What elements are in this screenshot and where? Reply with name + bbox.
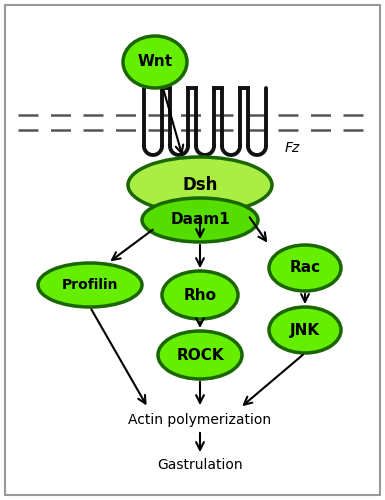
- Ellipse shape: [123, 36, 187, 88]
- Text: Dsh: Dsh: [182, 176, 218, 194]
- Text: Fz: Fz: [285, 141, 300, 155]
- Text: Wnt: Wnt: [137, 54, 172, 70]
- Text: Daam1: Daam1: [170, 212, 230, 228]
- Text: Profilin: Profilin: [62, 278, 118, 292]
- Ellipse shape: [38, 263, 142, 307]
- Ellipse shape: [162, 271, 238, 319]
- Text: JNK: JNK: [290, 322, 320, 338]
- Text: Actin polymerization: Actin polymerization: [129, 413, 271, 427]
- Text: Rac: Rac: [290, 260, 321, 276]
- Text: Gastrulation: Gastrulation: [157, 458, 243, 472]
- Text: ROCK: ROCK: [176, 348, 224, 362]
- Ellipse shape: [128, 157, 272, 213]
- Ellipse shape: [269, 245, 341, 291]
- Ellipse shape: [269, 307, 341, 353]
- Ellipse shape: [158, 331, 242, 379]
- Text: Rho: Rho: [184, 288, 216, 302]
- Ellipse shape: [142, 198, 258, 242]
